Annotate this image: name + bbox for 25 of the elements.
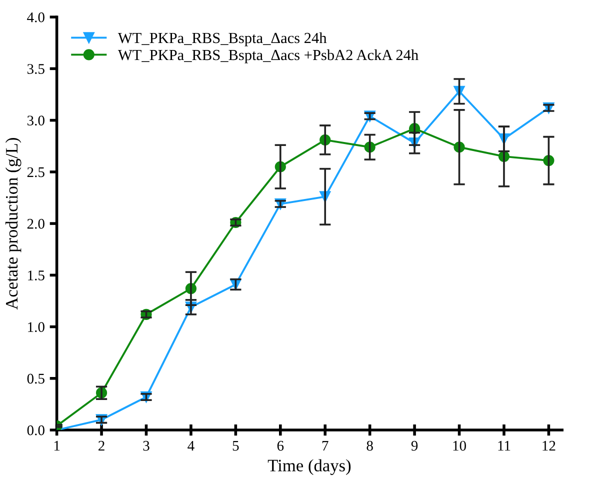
x-tick-label: 8 (366, 440, 373, 451)
x-tick-label: 6 (277, 440, 284, 451)
x-tick-label: 4 (188, 440, 194, 451)
x-tick-label: 12 (542, 440, 556, 451)
y-tick-label: 1.0 (28, 322, 44, 332)
y-tick-label: 2.0 (27, 218, 44, 229)
x-tick-label: 9 (411, 440, 418, 451)
x-tick-label: 5 (232, 441, 239, 451)
x-tick-label: 1 (54, 440, 60, 451)
y-tick-label: 1.5 (28, 270, 44, 280)
x-tick-label: 7 (322, 441, 328, 451)
x-tick-label: 3 (143, 440, 150, 451)
y-tick-label: 0.0 (27, 425, 44, 436)
legend-label: WT_PKPa_RBS_Bspta_Δacs 24h (118, 32, 327, 46)
y-axis-title: Acetate production (g/L) (5, 138, 22, 310)
y-tick-label: 3.5 (27, 64, 44, 74)
legend-label: WT_PKPa_RBS_Bspta_Δacs +PsbA2 AckA 24h (118, 49, 418, 64)
x-tick-label: 11 (498, 440, 510, 451)
x-tick-label: 10 (453, 440, 466, 451)
y-tick-label: 0.5 (27, 374, 44, 384)
x-axis-title: Time (days) (268, 459, 351, 476)
x-tick-label: 2 (98, 440, 104, 451)
y-tick-label: 4.0 (27, 12, 44, 22)
y-tick-label: 3.0 (27, 116, 44, 126)
y-tick-label: 2.5 (27, 167, 44, 178)
